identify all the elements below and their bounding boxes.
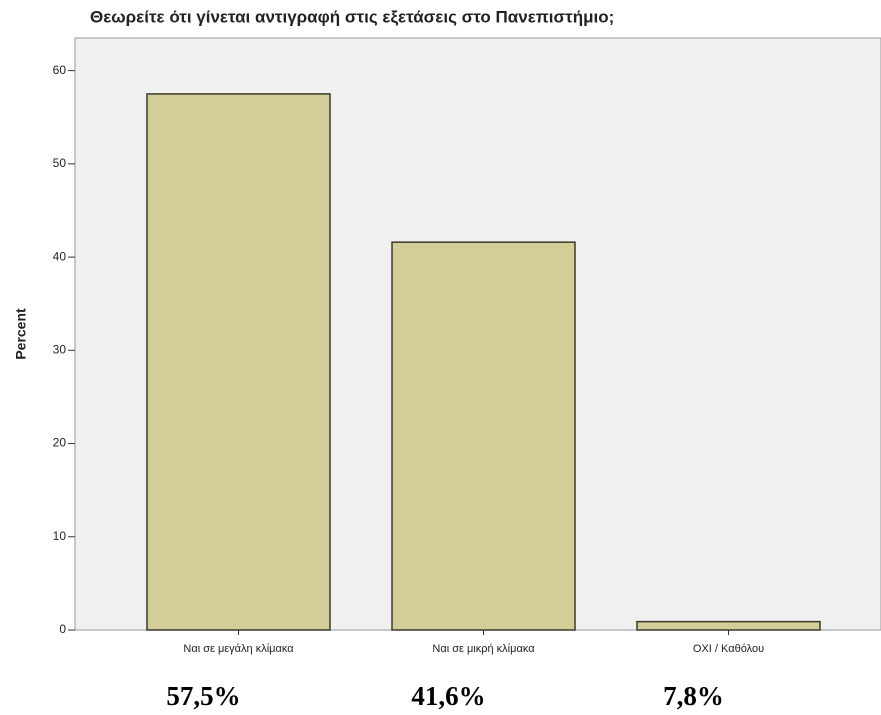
y-tick-label: 40	[53, 249, 67, 263]
bar	[146, 93, 331, 631]
annotation: 7,8%	[663, 681, 724, 711]
y-axis-label: Percent	[13, 308, 29, 360]
y-tick-label: 20	[53, 436, 67, 450]
x-tick-label: Ναι σε μικρή κλίμακα	[432, 643, 535, 655]
y-tick-label: 10	[53, 529, 67, 543]
y-tick-label: 30	[53, 342, 67, 356]
bar	[391, 241, 576, 631]
y-tick-label: 50	[53, 156, 67, 170]
annotation: 57,5%	[166, 681, 240, 711]
chart-title: Θεωρείτε ότι γίνεται αντιγραφή στις εξετ…	[90, 7, 614, 26]
x-tick-label: ΟΧΙ / Καθόλου	[693, 643, 764, 655]
bar	[636, 620, 821, 631]
y-tick-label: 60	[53, 63, 67, 77]
x-tick-label: Ναι σε μεγάλη κλίμακα	[183, 643, 294, 655]
y-tick-label: 0	[59, 622, 66, 636]
annotation: 41,6%	[411, 681, 485, 711]
